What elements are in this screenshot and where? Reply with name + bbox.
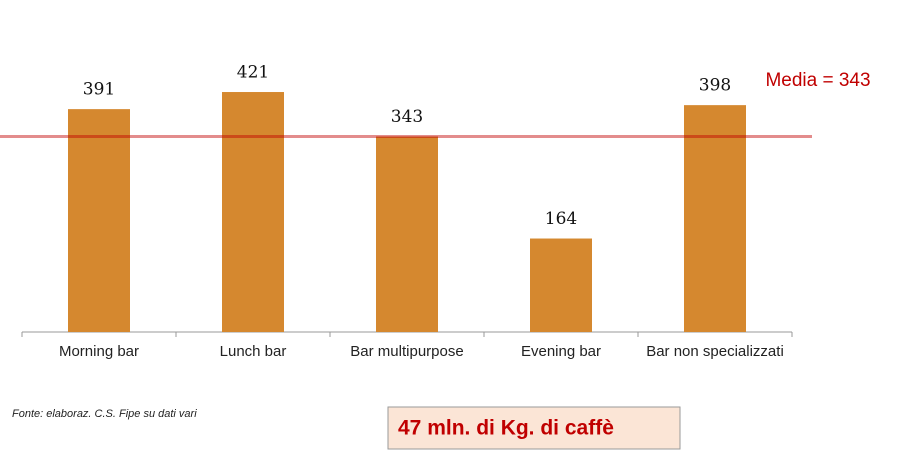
x-tick-label: Lunch bar (220, 343, 287, 360)
x-tick-label: Evening bar (521, 343, 601, 360)
bar (376, 136, 438, 332)
bar (222, 92, 284, 332)
value-label: 421 (237, 63, 269, 83)
value-label: 391 (83, 80, 115, 100)
x-tick-label: Morning bar (59, 343, 139, 360)
value-label: 164 (545, 209, 577, 229)
callout-text: 47 mln. di Kg. di caffè (398, 417, 614, 440)
bar (68, 109, 130, 332)
x-tick-label: Bar multipurpose (350, 343, 463, 360)
mean-label: Media = 343 (765, 70, 870, 91)
value-label: 343 (391, 107, 423, 127)
callout-box (387, 406, 681, 450)
value-label: 398 (699, 76, 731, 96)
source-note: Fonte: elaboraz. C.S. Fipe su dati vari (12, 408, 197, 420)
bar (684, 105, 746, 332)
x-tick-label: Bar non specializzati (646, 343, 784, 360)
bar (530, 238, 592, 332)
